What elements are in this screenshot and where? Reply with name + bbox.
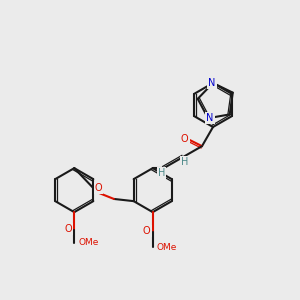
Text: H: H	[158, 168, 165, 178]
Text: N: N	[206, 113, 214, 123]
Text: O: O	[94, 183, 102, 193]
Text: OMe: OMe	[78, 238, 99, 247]
Text: N: N	[208, 78, 216, 88]
Text: O: O	[143, 226, 151, 236]
Text: OMe: OMe	[157, 243, 177, 252]
Text: H: H	[181, 157, 188, 167]
Text: O: O	[64, 224, 72, 234]
Text: O: O	[181, 134, 189, 143]
